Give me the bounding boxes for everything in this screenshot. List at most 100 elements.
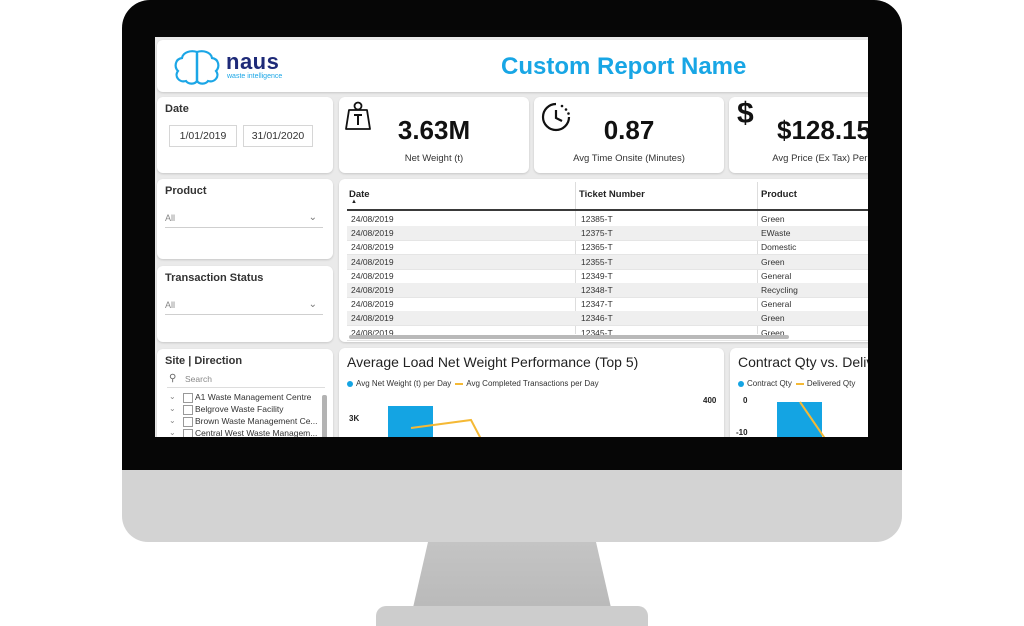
table-row[interactable]: 24/08/2019 12345-T Green bbox=[347, 326, 868, 341]
chart-legend: Avg Net Weight (t) per Day Avg Completed … bbox=[347, 379, 599, 388]
table-cell: 12355-T bbox=[581, 256, 613, 267]
logo-tagline: waste intelligence bbox=[227, 73, 283, 80]
product-dropdown-value: All bbox=[165, 213, 176, 223]
table-row[interactable]: 24/08/2019 12355-T Green bbox=[347, 254, 868, 270]
table-row[interactable]: 24/08/2019 12346-T Green bbox=[347, 311, 868, 327]
table-cell: 24/08/2019 bbox=[351, 242, 394, 253]
start-date-input[interactable]: 1/01/2019 bbox=[169, 125, 237, 147]
ticket-table: Date ▲ Ticket Number Product 24/08/2019 1… bbox=[339, 179, 868, 342]
monitor-stand-base bbox=[376, 606, 648, 626]
table-cell: 24/08/2019 bbox=[351, 214, 394, 224]
chevron-down-icon[interactable]: ⌄ bbox=[169, 416, 176, 425]
kpi-label: Avg Time Onsite (Minutes) bbox=[573, 153, 685, 164]
site-item-label: Brown Waste Management Ce... bbox=[195, 416, 318, 426]
site-item-label: A1 Waste Management Centre bbox=[195, 392, 312, 402]
chart-line bbox=[799, 401, 826, 437]
date-slicer-title: Date bbox=[165, 103, 189, 115]
legend-bar-swatch bbox=[738, 380, 744, 387]
table-cell: Green bbox=[761, 313, 785, 324]
table-cell: 24/08/2019 bbox=[351, 313, 394, 324]
site-checkbox[interactable] bbox=[183, 429, 193, 437]
chevron-down-icon: ⌄ bbox=[308, 299, 317, 310]
table-row[interactable]: 24/08/2019 12365-T Domestic bbox=[347, 240, 868, 256]
kpi-label: Net Weight (t) bbox=[404, 153, 464, 164]
table-cell: 12348-T bbox=[581, 285, 613, 295]
monitor-chin bbox=[122, 470, 902, 542]
site-direction-slicer: Site | Direction ⚲ Search ⌄ A1 Waste Man… bbox=[157, 349, 333, 437]
column-header-ticket-number[interactable]: Ticket Number bbox=[579, 189, 645, 200]
dollar-icon: $ bbox=[737, 97, 754, 130]
legend-label: Avg Net Weight (t) per Day bbox=[356, 379, 452, 388]
table-cell: Green bbox=[761, 256, 785, 267]
brain-logo-icon bbox=[174, 50, 220, 85]
table-horizontal-scrollbar[interactable] bbox=[349, 335, 789, 339]
site-checkbox[interactable] bbox=[183, 405, 193, 415]
monitor-stand bbox=[412, 542, 612, 612]
chevron-down-icon[interactable]: ⌄ bbox=[169, 392, 176, 401]
table-cell: General bbox=[761, 270, 792, 281]
header-divider bbox=[347, 209, 868, 211]
table-cell: Green bbox=[761, 327, 785, 338]
net-weight-performance-chart: Average Load Net Weight Performance (Top… bbox=[339, 348, 724, 437]
table-cell: 12365-T bbox=[581, 242, 613, 253]
site-checkbox[interactable] bbox=[183, 417, 193, 427]
kpi-label: Avg Price (Ex Tax) Per T bbox=[772, 153, 868, 164]
site-search-input[interactable]: ⚲ Search bbox=[167, 373, 325, 388]
site-checkbox[interactable] bbox=[183, 393, 193, 403]
report-header: naus waste intelligence Custom Report Na… bbox=[157, 40, 868, 92]
legend-label: Delivered Qty bbox=[806, 379, 856, 388]
y-axis-tick-left: 3K bbox=[349, 414, 360, 423]
kpi-value: $128.15 bbox=[777, 115, 868, 145]
contract-vs-delivered-chart: Contract Qty vs. Delivered Qty Contract … bbox=[730, 348, 868, 437]
y-axis-tick: -10 bbox=[736, 428, 748, 437]
column-header-product[interactable]: Product bbox=[761, 189, 797, 200]
table-cell: General bbox=[761, 299, 792, 310]
kpi-card-time-onsite: 0.87 Avg Time Onsite (Minutes) bbox=[534, 97, 724, 173]
table-cell: 24/08/2019 bbox=[351, 228, 394, 239]
product-dropdown[interactable]: All ⌄ bbox=[165, 209, 323, 228]
dashboard-screen: naus waste intelligence Custom Report Na… bbox=[155, 37, 868, 437]
chart-legend: Contract Qty Delivered Qty bbox=[738, 379, 855, 388]
table-row[interactable]: 24/08/2019 12347-T General bbox=[347, 297, 868, 313]
site-search-placeholder: Search bbox=[185, 374, 212, 384]
table-cell: 12346-T bbox=[581, 313, 613, 324]
product-slicer: Product All ⌄ bbox=[157, 179, 333, 259]
site-item-label: Belgrove Waste Facility bbox=[195, 404, 284, 414]
chart-bar[interactable] bbox=[388, 406, 433, 437]
table-cell: 24/08/2019 bbox=[351, 256, 394, 267]
table-cell: 12375-T bbox=[581, 228, 613, 239]
end-date-input[interactable]: 31/01/2020 bbox=[243, 125, 313, 147]
table-cell: Domestic bbox=[761, 242, 797, 253]
table-row[interactable]: 24/08/2019 12385-T Green bbox=[347, 212, 868, 227]
column-header-date[interactable]: Date bbox=[349, 189, 370, 200]
chart-line bbox=[410, 418, 482, 437]
table-row[interactable]: 24/08/2019 12348-T Recycling bbox=[347, 283, 868, 298]
legend-line-swatch bbox=[455, 382, 464, 385]
date-slicer: Date 1/01/2019 31/01/2020 bbox=[157, 97, 333, 173]
sort-ascending-icon[interactable]: ▲ bbox=[351, 199, 357, 205]
site-item-label: Central West Waste Managem... bbox=[195, 428, 318, 437]
chevron-down-icon[interactable]: ⌄ bbox=[169, 428, 176, 437]
table-cell: 24/08/2019 bbox=[351, 299, 394, 310]
table-cell: 24/08/2019 bbox=[351, 285, 394, 295]
kpi-value: 0.87 bbox=[603, 115, 655, 145]
chart-title: Average Load Net Weight Performance (Top… bbox=[347, 354, 639, 370]
transaction-status-value: All bbox=[165, 300, 176, 310]
search-icon: ⚲ bbox=[169, 373, 177, 384]
chevron-down-icon: ⌄ bbox=[308, 212, 317, 223]
table-cell: 12349-T bbox=[581, 270, 613, 281]
table-cell: 24/08/2019 bbox=[351, 270, 394, 281]
kpi-value: 3.63M bbox=[397, 115, 471, 145]
legend-label: Avg Completed Transactions per Day bbox=[466, 379, 599, 388]
chart-bar[interactable] bbox=[777, 402, 822, 437]
table-cell: 12345-T bbox=[581, 327, 613, 338]
transaction-status-dropdown[interactable]: All ⌄ bbox=[165, 296, 323, 315]
chevron-down-icon[interactable]: ⌄ bbox=[169, 404, 176, 413]
table-cell: EWaste bbox=[761, 228, 791, 239]
table-row[interactable]: 24/08/2019 12375-T EWaste bbox=[347, 226, 868, 242]
table-row[interactable]: 24/08/2019 12349-T General bbox=[347, 269, 868, 284]
legend-label: Contract Qty bbox=[747, 379, 792, 388]
table-cell: 24/08/2019 bbox=[351, 327, 394, 338]
legend-line-swatch bbox=[795, 382, 804, 385]
site-list-scrollbar[interactable] bbox=[322, 395, 327, 437]
